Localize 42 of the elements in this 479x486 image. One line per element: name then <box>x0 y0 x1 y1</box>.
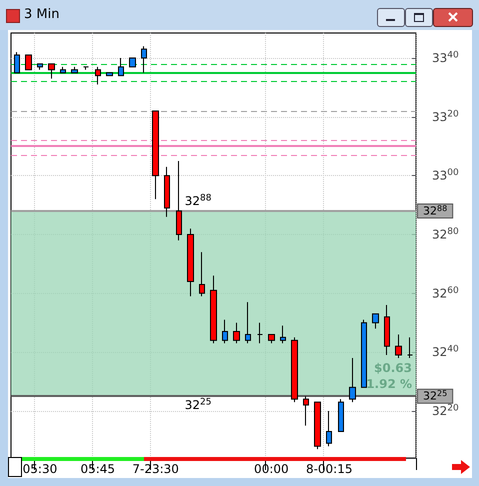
candlestick <box>303 396 309 426</box>
chart-title: 3 Min <box>24 7 60 22</box>
candlestick <box>291 336 298 403</box>
x-tick-label: 00:00 <box>254 462 289 476</box>
x-tick-label: 05:30 <box>22 462 58 476</box>
candlestick <box>164 166 170 218</box>
candlestick <box>349 358 356 403</box>
candlestick <box>361 319 367 388</box>
candlestick <box>187 228 194 297</box>
candlestick <box>14 52 20 74</box>
x-tick-label: 7-23:30 <box>132 462 179 476</box>
candlestick <box>95 66 101 85</box>
candlestick <box>407 336 413 358</box>
candlestick <box>60 66 66 74</box>
band-label: $0.63 1.92 % <box>366 361 412 392</box>
candlestick <box>372 313 379 330</box>
candlestick <box>199 252 205 297</box>
candlestick <box>25 54 32 70</box>
x-tick-label: 8-00:15 <box>306 462 352 476</box>
candlestick <box>338 398 344 432</box>
candlestick <box>245 302 251 344</box>
candlestick <box>129 58 136 68</box>
candlestick <box>141 46 147 74</box>
candlestick <box>257 322 263 344</box>
candlestick <box>280 325 286 344</box>
candlestick <box>326 410 332 447</box>
candlestick <box>71 66 78 74</box>
candlestick <box>395 334 402 358</box>
candlestick <box>314 402 321 450</box>
candlestick <box>83 66 89 70</box>
candlestick <box>268 334 275 344</box>
candlestick <box>210 275 217 344</box>
candlestick <box>37 63 43 70</box>
candlestick <box>384 304 390 356</box>
candlestick <box>106 72 113 76</box>
candlestick <box>118 58 124 76</box>
candlestick <box>176 160 182 241</box>
candlestick <box>222 319 228 344</box>
candlestick <box>152 110 159 200</box>
candlestick <box>233 322 240 344</box>
x-tick-label: 05:45 <box>80 462 116 476</box>
candlestick <box>48 63 55 80</box>
